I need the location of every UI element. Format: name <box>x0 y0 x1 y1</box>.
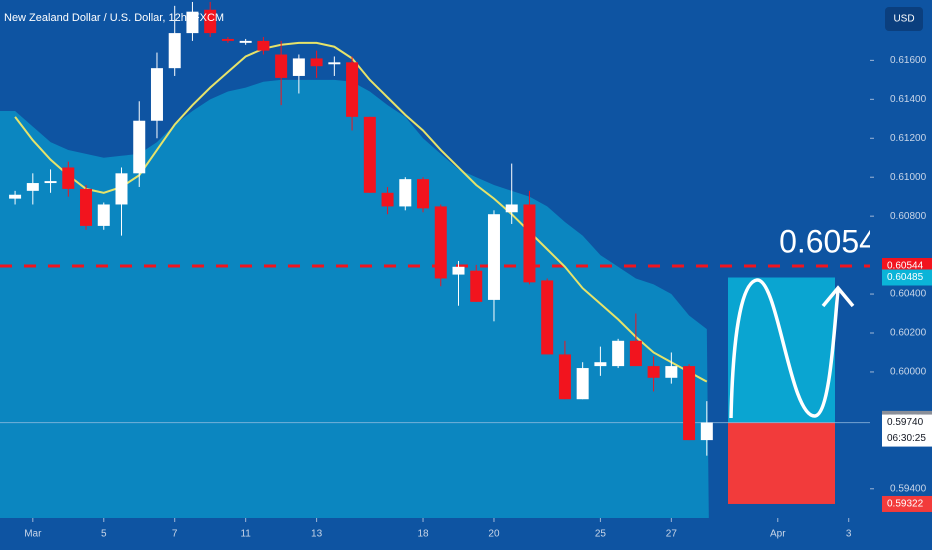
price-label: 0.60544 <box>887 261 924 272</box>
candle-body <box>26 183 39 191</box>
candle-body <box>186 11 199 34</box>
y-tick-label: 0.59400 <box>890 483 927 494</box>
candle-body <box>558 354 571 400</box>
candle-body <box>594 362 607 367</box>
projection-arrowhead <box>821 285 855 308</box>
price-label: 0.59322 <box>887 499 924 510</box>
currency-label[interactable]: USD <box>893 14 914 25</box>
candle-body <box>541 280 554 355</box>
y-tick-label: 0.60800 <box>890 211 927 222</box>
candle-body <box>115 173 128 205</box>
x-tick-label: 13 <box>311 529 323 540</box>
candle-body <box>647 366 660 378</box>
y-tick-label: 0.60000 <box>890 367 927 378</box>
candle-body <box>629 340 642 367</box>
projection-curve <box>729 278 840 419</box>
x-tick-label: 25 <box>595 529 607 540</box>
plot-area <box>0 1 870 518</box>
candle-body <box>97 204 110 226</box>
candle-body <box>576 368 589 400</box>
candle-body <box>505 204 518 213</box>
price-annotation: 0.6054 <box>779 223 877 259</box>
price-label-box <box>882 414 932 447</box>
x-tick-label: 5 <box>101 529 107 540</box>
price-label: 0.60485 <box>887 272 924 283</box>
price-label-box <box>882 495 932 512</box>
candle-body <box>150 68 163 121</box>
candle-body <box>683 366 696 441</box>
candle-body <box>239 40 252 43</box>
candle-body <box>62 167 75 189</box>
y-tick-label: 0.60400 <box>890 289 927 300</box>
candle-body <box>292 58 305 76</box>
band-area <box>0 79 709 518</box>
candle-body <box>328 62 341 65</box>
x-tick-label: Mar <box>24 529 42 540</box>
candle-body <box>168 33 181 69</box>
chart-title: New Zealand Dollar / U.S. Dollar, 12h, F… <box>4 12 224 24</box>
candle-body <box>9 194 22 199</box>
x-tick-label: 7 <box>172 529 178 540</box>
candle-body <box>470 270 483 302</box>
price-label: 0.59740 <box>887 417 924 428</box>
target-box <box>728 277 835 423</box>
moving-average <box>14 41 708 383</box>
candle-body <box>221 38 234 41</box>
price-label-box <box>882 269 932 286</box>
stop-box <box>728 422 835 504</box>
x-tick-label: 3 <box>846 529 852 540</box>
currency-button[interactable] <box>885 7 923 31</box>
candle-body <box>346 62 359 117</box>
y-tick-label: 0.61400 <box>890 94 927 105</box>
candle-body <box>665 366 678 378</box>
candle-body <box>417 179 430 209</box>
y-tick-label: 0.61000 <box>890 172 927 183</box>
candle-body <box>80 188 93 226</box>
candle-body <box>44 181 57 184</box>
candle-body <box>612 340 625 367</box>
x-tick-label: 11 <box>240 529 251 540</box>
x-tick-label: 20 <box>488 529 500 540</box>
countdown: 06:30:25 <box>887 433 926 444</box>
x-tick-label: 27 <box>666 529 678 540</box>
x-tick-label: Apr <box>770 529 786 540</box>
candle-body <box>700 422 713 441</box>
candle-body <box>452 266 465 275</box>
y-tick-label: 0.61600 <box>890 55 927 66</box>
candle-body <box>399 179 412 207</box>
candle-body <box>487 214 500 300</box>
y-tick-label: 0.60200 <box>890 328 927 339</box>
candle-body <box>310 58 323 67</box>
candle-body <box>523 204 536 283</box>
candle-body <box>133 120 146 174</box>
candle-body <box>204 9 217 34</box>
candle-body <box>381 192 394 207</box>
x-tick-label: 18 <box>417 529 429 540</box>
candle-body <box>434 206 447 279</box>
candle-body <box>257 40 270 51</box>
axis-layer: 0.61600 0.61400 0.61200 0.61000 0.60800 0.604… <box>24 55 932 540</box>
y-tick-label: 0.61200 <box>890 133 927 144</box>
candle-body <box>275 54 288 78</box>
candle-body <box>363 116 376 193</box>
